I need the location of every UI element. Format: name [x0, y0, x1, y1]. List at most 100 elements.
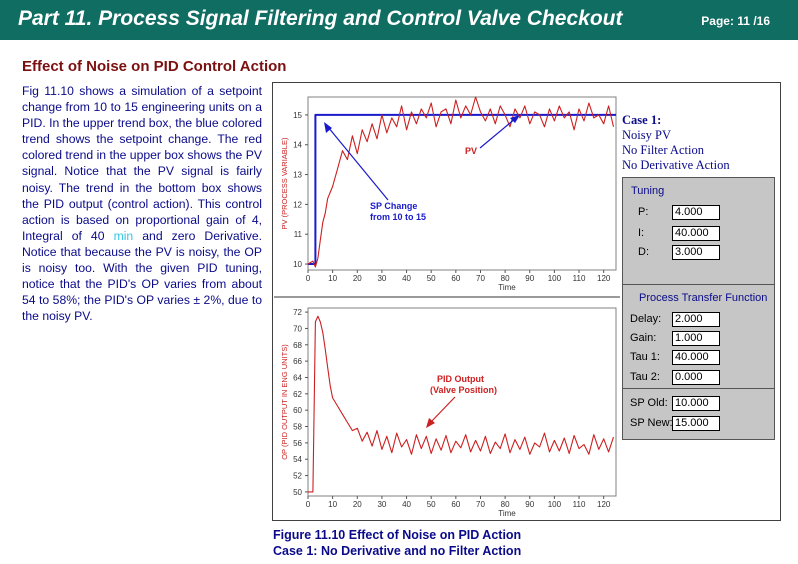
case-info: Case 1: Noisy PV No Filter Action No Der… [622, 113, 730, 173]
op-x-tick-label: 10 [328, 500, 337, 509]
sp-annotation-line-2: from 10 to 15 [370, 212, 426, 222]
tau1-label: Tau 1: [630, 351, 660, 363]
op-y-tick-label: 68 [293, 341, 302, 350]
p-label: P: [638, 206, 649, 218]
pv-y-tick-label: 12 [293, 200, 302, 209]
pv-y-tick-label: 13 [293, 171, 302, 180]
op-y-tick-label: 54 [293, 455, 302, 464]
pv-x-tick-label: 40 [402, 274, 411, 283]
process-panel: Process Transfer Function Delay: 2.000 G… [622, 284, 775, 390]
pv-x-tick-label: 120 [597, 274, 611, 283]
gain-label: Gain: [630, 332, 657, 344]
tau2-field[interactable]: 0.000 [672, 370, 720, 385]
caption-line-1: Figure 11.10 Effect of Noise on PID Acti… [273, 528, 522, 542]
pv-y-tick-label: 11 [294, 230, 303, 239]
op-x-tick-label: 50 [427, 500, 436, 509]
header-bar: Part 11. Process Signal Filtering and Co… [0, 0, 798, 40]
delay-field[interactable]: 2.000 [672, 312, 720, 327]
gain-field[interactable]: 1.000 [672, 331, 720, 346]
pv-annotation-arrowhead [510, 115, 520, 123]
op-y-tick-label: 66 [293, 357, 302, 366]
op-x-tick-label: 80 [501, 500, 510, 509]
pv-y-tick-label: 10 [293, 260, 302, 269]
op-annotation-line-2: (Valve Position) [430, 385, 497, 395]
page-title: Part 11. Process Signal Filtering and Co… [18, 7, 623, 30]
pv-x-tick-label: 50 [427, 274, 436, 283]
op-x-tick-label: 40 [402, 500, 411, 509]
op-y-tick-label: 50 [293, 488, 302, 497]
op-y-tick-label: 58 [293, 423, 302, 432]
pv-x-tick-label: 110 [573, 274, 586, 283]
pv-x-tick-label: 80 [501, 274, 510, 283]
tuning-title: Tuning [631, 185, 665, 197]
figure-caption: Figure 11.10 Effect of Noise on PID Acti… [273, 527, 521, 559]
sp-old-label: SP Old: [630, 397, 668, 409]
op-annotation-arrowhead [426, 418, 435, 428]
body-text-highlight: min [113, 228, 134, 243]
op-x-tick-label: 60 [451, 500, 460, 509]
op-y-axis-label: OP (PID OUTPUT IN ENG UNITS) [280, 344, 289, 460]
i-field[interactable]: 40.000 [672, 226, 720, 241]
pv-x-tick-label: 30 [377, 274, 386, 283]
body-paragraph: Fig 11.10 shows a simulation of a setpoi… [22, 83, 262, 324]
op-y-tick-label: 72 [293, 308, 302, 317]
op-x-tick-label: 30 [377, 500, 386, 509]
pv-x-tick-label: 60 [451, 274, 460, 283]
sp-annotation-arrowhead [324, 122, 332, 133]
pv-series-sp [308, 113, 616, 265]
op-x-tick-label: 90 [525, 500, 534, 509]
p-field[interactable]: 4.000 [672, 205, 720, 220]
pv-x-tick-label: 70 [476, 274, 485, 283]
body-text-after: and zero Derivative. Notice that because… [22, 228, 262, 324]
body-text-before: Fig 11.10 shows a simulation of a setpoi… [22, 84, 262, 243]
tau1-field[interactable]: 40.000 [672, 350, 720, 365]
op-y-tick-label: 52 [293, 472, 302, 481]
op-y-tick-label: 62 [293, 390, 302, 399]
op-x-tick-label: 110 [573, 500, 586, 509]
d-field[interactable]: 3.000 [672, 245, 720, 260]
op-x-tick-label: 0 [306, 500, 311, 509]
op-x-axis-label: Time [498, 509, 516, 518]
op-chart: 0 10 20 30 40 50 60 70 80 90 100 110 120 50 52 54 56 58 60… [280, 307, 617, 518]
pv-y-tick-label: 15 [293, 111, 302, 120]
pv-annotation-arrow-shaft [479, 117, 517, 149]
op-x-tick-label: 100 [548, 500, 562, 509]
sp-new-label: SP New: [630, 417, 673, 429]
pv-x-tick-label: 10 [328, 274, 337, 283]
case-line-3: No Derivative Action [622, 158, 730, 172]
pv-x-tick-label: 0 [306, 274, 311, 283]
tuning-panel: Tuning P: 4.000 I: 40.000 D: 3.000 [622, 177, 775, 286]
op-x-tick-label: 120 [597, 500, 611, 509]
sp-old-field[interactable]: 10.000 [672, 396, 720, 411]
pv-x-tick-label: 100 [548, 274, 562, 283]
page-number: Page: 11 /16 [701, 14, 770, 28]
pv-series-pv [307, 96, 615, 268]
pv-x-axis-label: Time [498, 283, 516, 292]
op-y-tick-label: 60 [293, 406, 302, 415]
op-annotation-arrow-shaft [429, 396, 456, 424]
sp-annotation-arrow-shaft [327, 126, 389, 201]
case-line-1: Noisy PV [622, 128, 671, 142]
tau2-label: Tau 2: [630, 371, 660, 383]
op-y-tick-label: 70 [293, 324, 302, 333]
op-y-tick-label: 56 [293, 439, 302, 448]
sp-annotation-line-1: SP Change [370, 201, 417, 211]
pv-y-axis-label: PV (PROCESS VARIABLE) [280, 137, 289, 229]
pv-y-tick-label: 14 [293, 141, 302, 150]
sp-new-field[interactable]: 15.000 [672, 416, 720, 431]
op-x-tick-label: 20 [353, 500, 362, 509]
op-y-tick-label: 64 [293, 373, 302, 382]
setpoint-panel: SP Old: 10.000 SP New: 15.000 [622, 388, 775, 440]
pv-x-tick-label: 90 [525, 274, 534, 283]
pv-x-tick-label: 20 [353, 274, 362, 283]
pv-annotation: PV [465, 146, 477, 156]
pv-plot-area [307, 96, 617, 271]
op-plot-area [307, 307, 617, 497]
op-series-op [308, 315, 615, 493]
i-label: I: [638, 227, 645, 239]
op-x-tick-label: 70 [476, 500, 485, 509]
process-title: Process Transfer Function [639, 292, 768, 304]
case-title: Case 1: [622, 113, 662, 127]
pv-chart: 0 10 20 30 40 50 60 70 80 90 100 110 120 10 11 12 13 14 15… [280, 96, 617, 292]
